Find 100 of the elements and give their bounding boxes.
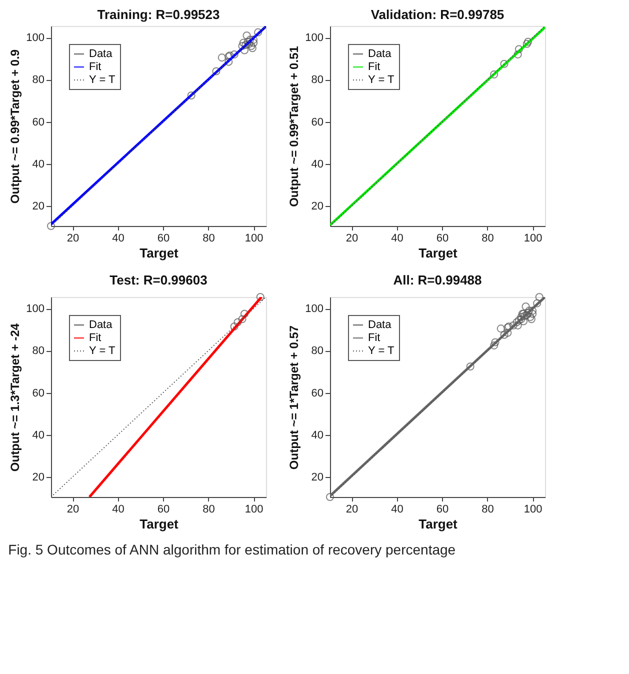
y-axis-title: Output ~= 0.99*Target + 0.51 (287, 46, 302, 207)
point (528, 306, 537, 315)
caption: Fig. 5 Outcomes of ANN algorithm for estimation of recovery percentage (8, 542, 456, 558)
point (504, 328, 512, 337)
point (326, 492, 334, 502)
point (522, 302, 530, 311)
point (240, 310, 249, 318)
point (514, 321, 522, 330)
legend-label: Data (368, 319, 392, 331)
point (517, 315, 526, 324)
x-tick-label: 100 (524, 504, 542, 516)
legend-label: Fit (89, 332, 102, 344)
y-tick-label: 20 (32, 200, 44, 212)
y-axis-title: Output ~= 0.99*Target + 0.9 (8, 49, 22, 204)
chart-title: All: R=0.99488 (393, 272, 482, 288)
point (248, 44, 256, 52)
point (46, 222, 56, 230)
legend-label: Y = T (89, 74, 116, 86)
point (247, 42, 256, 50)
point (500, 330, 508, 339)
point (230, 50, 238, 58)
point (244, 40, 254, 48)
y-tick-label: 80 (32, 345, 44, 358)
x-tick-label: 40 (391, 504, 404, 516)
legend-label: Data (89, 319, 114, 331)
x-tick-label: 80 (202, 504, 215, 516)
point (230, 322, 238, 331)
legend-label: Data (368, 48, 392, 60)
point (525, 306, 534, 315)
x-tick-label: 20 (66, 232, 80, 244)
point (256, 292, 264, 302)
point (490, 70, 498, 78)
point (490, 341, 498, 350)
point (533, 299, 542, 308)
point (234, 318, 242, 326)
x-tick-label: 80 (202, 232, 215, 244)
point (524, 308, 532, 317)
point (242, 40, 250, 49)
x-tick-label: 60 (436, 504, 449, 516)
x-tick-label: 60 (157, 504, 170, 516)
x-tick-label: 40 (112, 232, 124, 244)
point (238, 42, 246, 50)
point (500, 60, 508, 68)
point (535, 292, 544, 302)
x-tick-label: 60 (157, 232, 170, 244)
chart-title: Test: R=0.99603 (110, 272, 208, 288)
point (254, 28, 262, 36)
point (509, 321, 518, 330)
x-tick-label: 80 (482, 504, 494, 516)
legend-label: Y = T (368, 345, 394, 357)
y-tick-label: 20 (311, 200, 324, 212)
chart-title: Training: R=0.99523 (97, 7, 220, 22)
point (187, 91, 196, 100)
chart-title: Validation: R=0.99785 (370, 7, 504, 22)
x-tick-label: 20 (346, 504, 358, 516)
point (218, 54, 226, 62)
point (466, 362, 474, 371)
y-tick-label: 40 (311, 429, 324, 442)
x-tick-label: 40 (112, 504, 124, 516)
point (514, 45, 524, 54)
point (496, 324, 505, 333)
y-tick-label: 40 (32, 158, 44, 170)
point (250, 38, 258, 47)
point (246, 36, 254, 44)
x-tick-label: 40 (391, 232, 404, 244)
x-tick-label: 100 (524, 232, 542, 244)
y-tick-label: 40 (311, 158, 324, 170)
y-tick-label: 60 (32, 387, 44, 400)
legend-label: Y = T (89, 345, 116, 357)
y-tick-label: 100 (305, 303, 324, 316)
y-tick-label: 60 (32, 116, 44, 128)
point (250, 36, 258, 44)
y-tick-label: 80 (311, 345, 324, 358)
point (524, 38, 532, 46)
x-tick-label: 20 (66, 504, 80, 516)
x-tick-label: 100 (244, 232, 264, 244)
y-axis-title: Output ~= 1.3*Target + -24 (8, 323, 22, 472)
point (242, 31, 251, 40)
y-axis-title: Output ~= 1*Target + 0.57 (287, 325, 302, 470)
y-tick-label: 80 (311, 74, 324, 86)
y-tick-label: 60 (311, 116, 324, 128)
x-tick-label: 60 (436, 232, 449, 244)
point (522, 310, 531, 319)
point (522, 40, 531, 48)
legend-label: Fit (89, 61, 102, 73)
x-tick-label: 80 (482, 232, 494, 244)
x-axis-title: Target (418, 516, 458, 532)
point (514, 316, 524, 324)
x-tick-label: 100 (244, 504, 264, 516)
point (212, 67, 220, 76)
legend-label: Fit (368, 332, 380, 344)
point (526, 312, 534, 322)
x-axis-title: Target (140, 516, 180, 532)
legend-label: Fit (368, 61, 380, 73)
point (528, 310, 537, 318)
y-tick-label: 20 (32, 472, 44, 484)
point (224, 58, 233, 66)
point (527, 315, 536, 324)
point (514, 50, 522, 58)
point (520, 312, 529, 320)
